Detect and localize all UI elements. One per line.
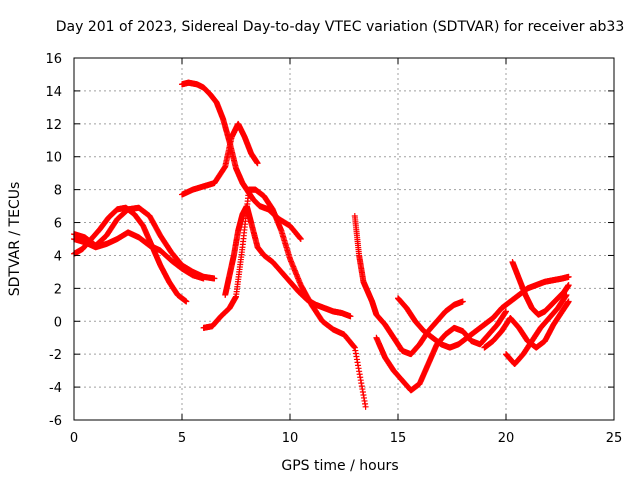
- y-tick-label: 12: [45, 118, 62, 133]
- data-point: [254, 160, 261, 167]
- x-tick-label: 0: [70, 431, 78, 446]
- y-tick-label: -4: [49, 381, 62, 396]
- data-points: [71, 79, 572, 410]
- data-point: [200, 275, 207, 282]
- data-point: [211, 275, 218, 282]
- plot-frame: [73, 57, 615, 421]
- y-tick-label: -6: [49, 414, 62, 429]
- x-tick-label: 5: [178, 431, 186, 446]
- series-arc-7: [222, 203, 354, 320]
- series-arc-3: [71, 229, 207, 282]
- data-point: [297, 236, 304, 242]
- y-tick-label: 2: [54, 282, 62, 297]
- x-tick-label: 20: [498, 431, 515, 446]
- x-axis-label: GPS time / hours: [281, 458, 398, 474]
- data-point: [362, 403, 369, 410]
- series-arc-5: [179, 120, 261, 198]
- y-axis-label: SDTVAR / TECUs: [7, 182, 23, 297]
- x-tick-labels: 0 5 10 15 20 25: [70, 431, 622, 446]
- y-tick-label: 4: [54, 249, 62, 264]
- grid-lines: [74, 58, 614, 420]
- axis-ticks: [73, 57, 615, 421]
- y-tick-label: 8: [54, 184, 62, 199]
- y-tick-label: 16: [45, 52, 62, 67]
- series-arc-8: [351, 212, 466, 358]
- y-tick-labels: -6 -4 -2 0 2 4 6 8 10 12 14 16: [45, 52, 62, 429]
- y-tick-label: 0: [54, 315, 62, 330]
- x-tick-label: 10: [282, 431, 299, 446]
- chart-title: Day 201 of 2023, Sidereal Day-to-day VTE…: [56, 19, 625, 35]
- x-tick-label: 15: [390, 431, 407, 446]
- y-tick-label: -2: [49, 348, 62, 363]
- y-tick-label: 6: [54, 217, 62, 232]
- series-arc-13: [503, 291, 570, 368]
- x-tick-label: 25: [606, 431, 623, 446]
- y-tick-label: 14: [45, 85, 62, 100]
- y-tick-label: 10: [45, 151, 62, 166]
- data-point: [183, 298, 190, 305]
